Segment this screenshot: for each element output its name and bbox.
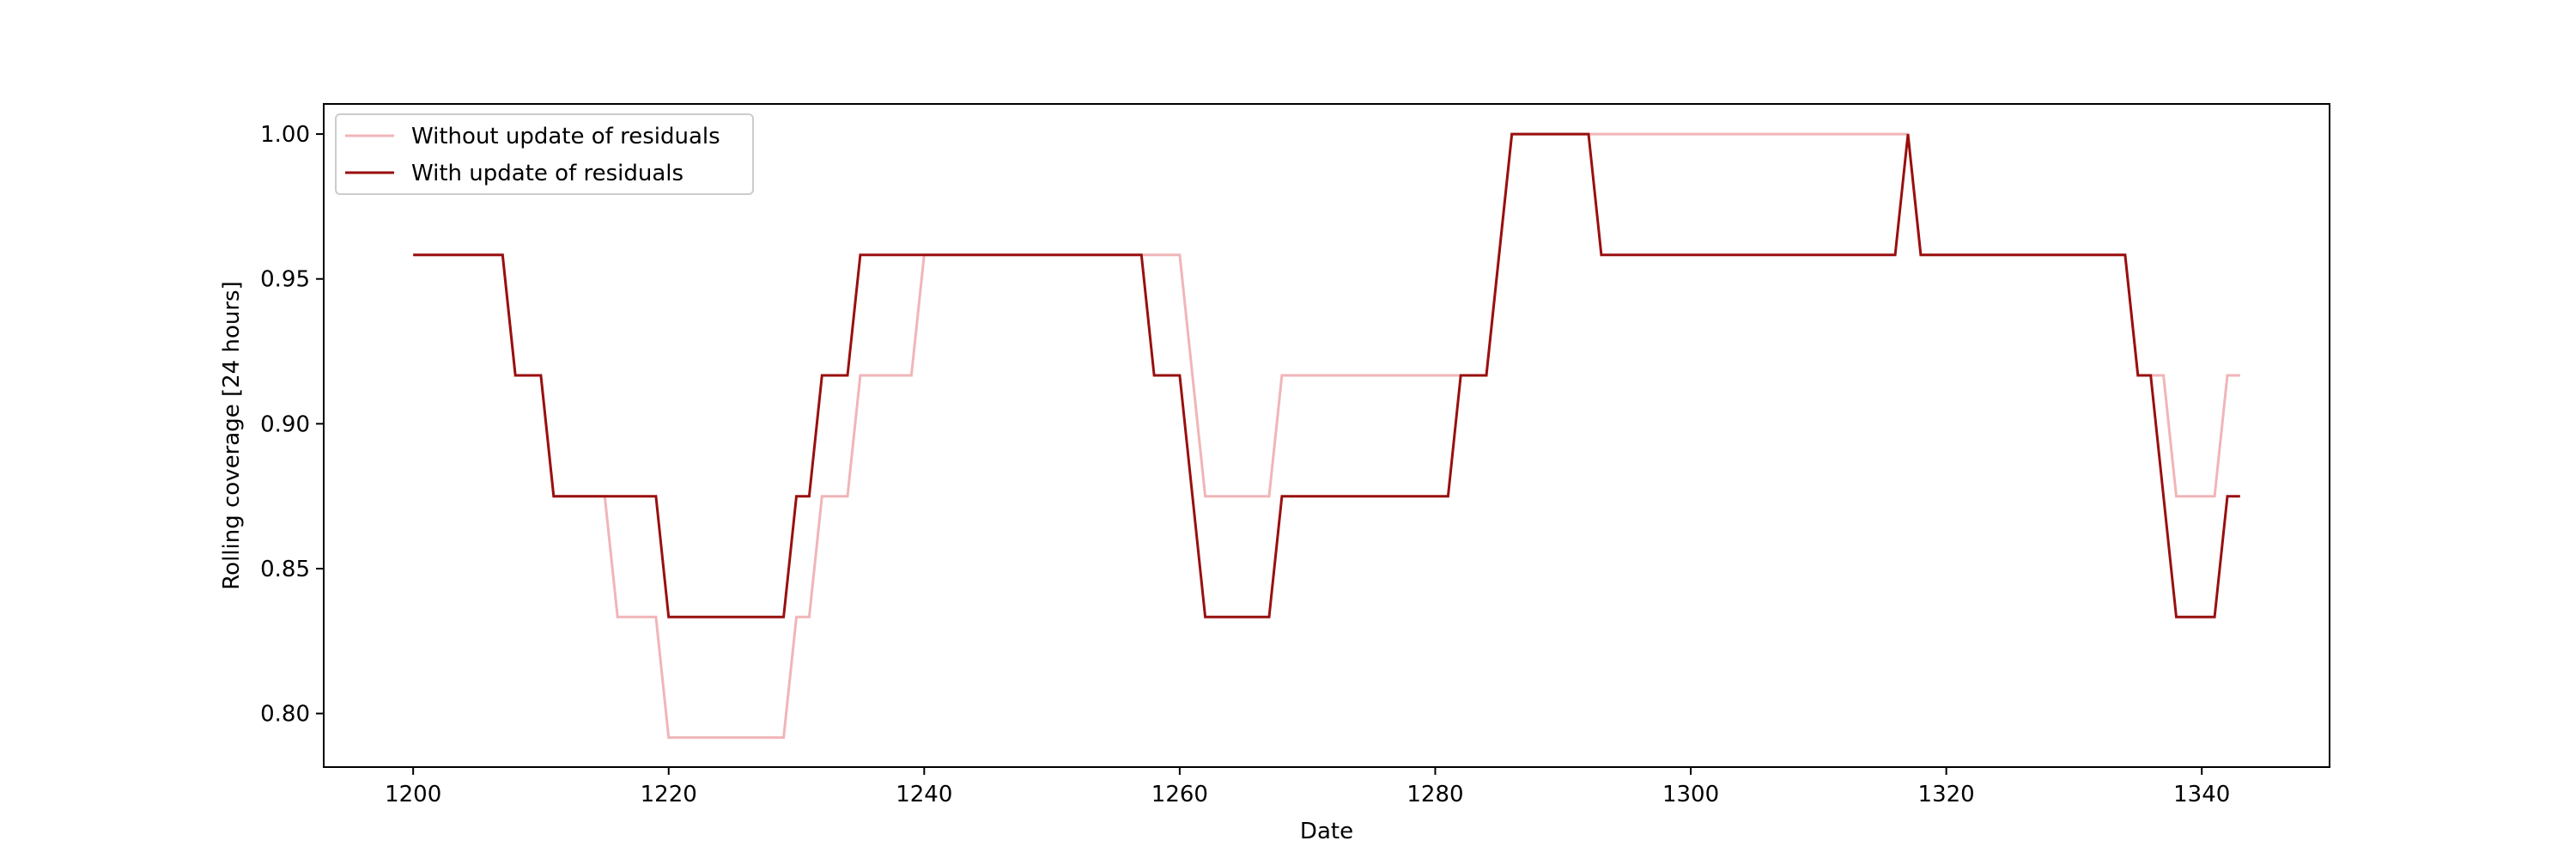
x-tick-label: 1260 bbox=[1151, 782, 1208, 807]
legend-label-with-update: With update of residuals bbox=[411, 161, 683, 186]
legend: Without update of residuals With update … bbox=[335, 113, 754, 195]
x-tick-label: 1320 bbox=[1918, 782, 1975, 807]
y-axis: 0.80 0.85 0.90 0.95 1.00 bbox=[260, 122, 324, 728]
y-tick-label: 0.80 bbox=[260, 702, 310, 728]
x-tick-label: 1200 bbox=[385, 782, 441, 807]
x-tick-label: 1340 bbox=[2173, 782, 2230, 807]
series-layer bbox=[413, 132, 2240, 740]
y-tick-label: 0.90 bbox=[260, 411, 310, 437]
x-axis-label: Date bbox=[1300, 819, 1353, 844]
x-axis: 1200 1220 1240 1260 1280 1300 1320 1340 bbox=[385, 767, 2230, 807]
axes-frame bbox=[323, 103, 2330, 768]
legend-label-without-update: Without update of residuals bbox=[411, 124, 720, 149]
y-tick-label: 0.85 bbox=[260, 557, 310, 582]
x-tick-label: 1300 bbox=[1662, 782, 1719, 807]
x-tick-label: 1240 bbox=[896, 782, 952, 807]
series-line-with-update bbox=[413, 132, 2240, 618]
legend-box bbox=[335, 113, 754, 195]
x-tick-label: 1220 bbox=[641, 782, 697, 807]
x-tick-label: 1280 bbox=[1406, 782, 1463, 807]
y-tick-label: 1.00 bbox=[260, 122, 310, 148]
y-axis-label: Rolling coverage [24 hours] bbox=[219, 281, 245, 589]
y-tick-label: 0.95 bbox=[260, 267, 310, 293]
plot-area bbox=[323, 103, 2330, 768]
